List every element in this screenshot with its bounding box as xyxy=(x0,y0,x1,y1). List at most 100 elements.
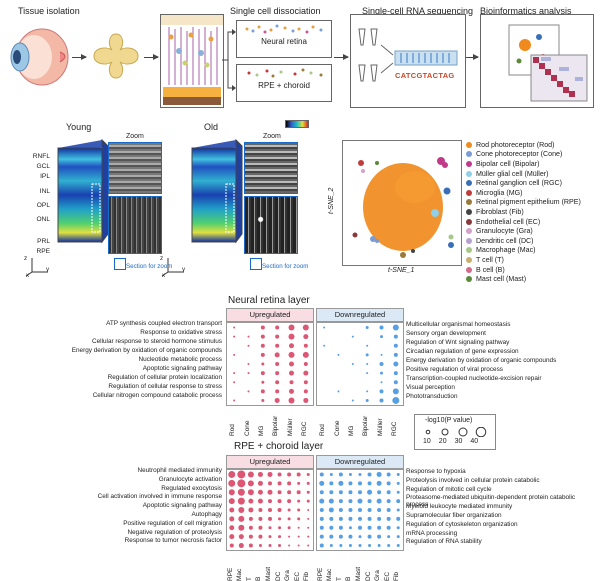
old-label: Old xyxy=(204,122,219,132)
dot-mark xyxy=(303,334,309,340)
dot-mark xyxy=(307,535,310,538)
dot-mark xyxy=(268,499,272,504)
dot-mark xyxy=(307,544,310,547)
dot-mark xyxy=(368,544,372,548)
term-label: Energy derivation by oxidation of organi… xyxy=(71,347,222,354)
column-label: RPE xyxy=(226,567,234,581)
dot-mark xyxy=(348,526,352,530)
dot-mark xyxy=(358,472,362,476)
dot-mark xyxy=(319,480,325,486)
dot-mark xyxy=(258,544,262,548)
term-label: Response to oxidative stress xyxy=(140,329,222,336)
dot-mark xyxy=(379,389,384,394)
term-label: Cellular nitrogen compound catabolic pro… xyxy=(92,392,222,399)
term-label: Regulation of Wnt signaling pathway xyxy=(406,339,510,346)
legend-item: Cone photoreceptor (Cone) xyxy=(466,150,598,160)
legend-dot xyxy=(466,170,472,177)
retina-flatmount-icon xyxy=(93,33,139,79)
arrow-2 xyxy=(144,54,159,60)
dot-mark xyxy=(386,481,391,486)
dot-mark xyxy=(306,472,310,476)
legend-label: B cell (B) xyxy=(476,265,505,274)
dot-mark xyxy=(288,351,295,358)
dot-mark xyxy=(376,498,382,504)
dot-mark xyxy=(297,526,300,529)
legend-label: Endothelial cell (EC) xyxy=(476,217,541,226)
dot-mark xyxy=(248,525,253,530)
dot-mark xyxy=(288,544,291,547)
dot-mark xyxy=(323,344,326,347)
term-label: Regulation of cellular response to stres… xyxy=(108,383,222,390)
legend-label: Retinal ganglion cell (RGC) xyxy=(476,179,562,188)
size-20: 20 xyxy=(438,438,447,445)
dot-mark xyxy=(297,499,301,503)
dot-mark xyxy=(289,370,294,376)
tsne-ylabel: t-SNE_2 xyxy=(328,187,335,214)
dot-mark xyxy=(258,516,263,521)
dot-mark xyxy=(358,535,362,539)
dot-mark xyxy=(229,516,235,522)
layer-inl: INL xyxy=(39,187,50,195)
dot-mark xyxy=(328,498,334,504)
dot-mark xyxy=(367,489,373,495)
dot-mark xyxy=(338,480,344,486)
term-label: Phototransduction xyxy=(406,393,458,400)
dot-mark xyxy=(228,489,235,496)
dot-mark xyxy=(289,380,294,385)
dot-mark xyxy=(260,343,265,348)
term-label: Transcription-coupled nucleotide-excisio… xyxy=(406,375,542,382)
section-box-icon-young xyxy=(114,258,126,270)
dot-mark xyxy=(338,516,343,521)
dot-mark xyxy=(365,353,369,357)
dot-mark xyxy=(247,335,250,338)
size-legend-values: 10 20 30 40 xyxy=(423,438,478,445)
legend-label: Macrophage (Mac) xyxy=(476,246,536,255)
bioinformatics-diagram xyxy=(480,14,594,108)
arrow-3 xyxy=(334,54,349,60)
dot-mark xyxy=(268,535,272,539)
dot-mark xyxy=(329,472,333,476)
rpe-down-dots xyxy=(319,471,401,548)
rpe-down-grid xyxy=(316,469,404,551)
axis-old xyxy=(161,258,184,277)
dot-mark xyxy=(257,498,263,504)
dot-mark xyxy=(365,326,369,330)
dot-mark xyxy=(323,326,326,329)
column-label: EC xyxy=(383,571,391,581)
dot-mark xyxy=(319,543,324,548)
dot-mark xyxy=(367,481,372,486)
column-label: B xyxy=(255,576,263,581)
rpe-up-header: Upregulated xyxy=(226,455,314,469)
neural-up-grid xyxy=(226,322,314,406)
dot-mark xyxy=(275,389,280,394)
term-label: Autophagy xyxy=(191,511,222,518)
layer-labels: RNFL GCL IPL INL OPL ONL PRL RPE xyxy=(20,152,50,258)
term-label: Positive regulation of viral process xyxy=(406,366,503,373)
sequence-readout: CATCGTACTAG xyxy=(395,71,455,80)
column-label: EC xyxy=(293,571,301,581)
layer-ipl: IPL xyxy=(40,173,50,181)
dot-mark xyxy=(289,361,294,367)
dot-mark xyxy=(380,353,383,356)
dot-mark xyxy=(365,398,369,402)
old-zoom-top xyxy=(244,142,298,194)
column-label: B xyxy=(345,576,353,581)
dot-mark xyxy=(379,398,384,403)
dot-mark xyxy=(275,380,280,385)
arrow-4 xyxy=(466,54,479,60)
dot-mark xyxy=(237,488,245,496)
step-tissue-isolation: Tissue isolation xyxy=(18,6,80,16)
dot-mark xyxy=(261,380,265,384)
dot-mark xyxy=(238,524,245,531)
term-label: Regulation of cytoskeleton organization xyxy=(406,520,518,528)
axis-z-young: z xyxy=(24,255,28,262)
dot-mark xyxy=(267,471,273,477)
section-box-icon-old xyxy=(250,258,262,270)
dot-mark xyxy=(386,499,391,504)
young-zoom-bottom xyxy=(108,196,162,254)
dot-mark xyxy=(248,543,253,548)
dot-mark xyxy=(297,544,300,547)
dot-mark xyxy=(393,343,398,348)
dot-mark xyxy=(329,525,334,530)
column-label: MG xyxy=(257,425,265,436)
